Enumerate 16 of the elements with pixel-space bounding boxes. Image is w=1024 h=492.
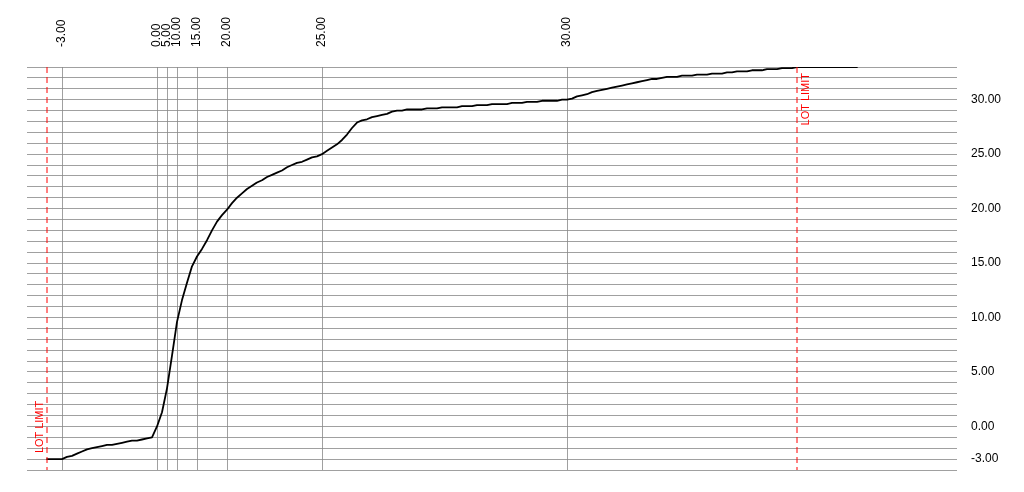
x-tick-label: 10.00 [169, 16, 184, 47]
y-tick-label: 10.00 [971, 309, 1002, 324]
y-tick-label: 15.00 [971, 255, 1002, 270]
x-tick-label: 15.00 [189, 16, 204, 47]
y-tick-label: 30.00 [971, 91, 1002, 106]
x-tick-label: -3.00 [54, 19, 69, 47]
x-tick-label: 20.00 [219, 16, 234, 47]
x-tick-label: 25.00 [314, 16, 329, 47]
y-tick-label: 25.00 [971, 146, 1002, 161]
annotation: LOT LIMIT [798, 72, 811, 126]
y-tick-label: -3.00 [971, 451, 999, 466]
y-tick-label: 0.00 [971, 418, 995, 433]
y-tick-label: 20.00 [971, 200, 1002, 215]
annotation: LOT LIMIT [32, 400, 45, 454]
y-tick-label: 5.00 [971, 364, 995, 379]
x-tick-label: 30.00 [559, 16, 574, 47]
